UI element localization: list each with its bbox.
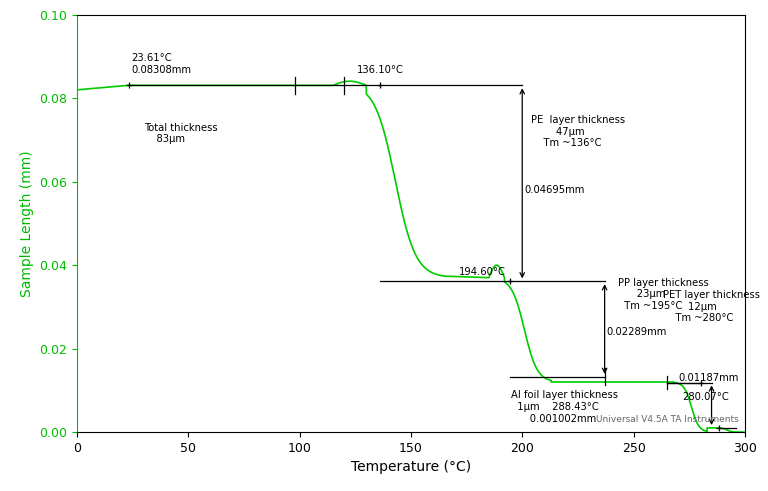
Y-axis label: Sample Length (mm): Sample Length (mm) xyxy=(19,150,34,297)
Text: 194.60°C: 194.60°C xyxy=(459,267,506,277)
Text: PP layer thickness
      23μm
  Tm ~195°C: PP layer thickness 23μm Tm ~195°C xyxy=(618,278,709,311)
Text: 0.02289mm: 0.02289mm xyxy=(607,327,667,337)
X-axis label: Temperature (°C): Temperature (°C) xyxy=(351,461,471,474)
Text: 23.61°C
0.08308mm: 23.61°C 0.08308mm xyxy=(131,54,191,75)
Text: PET layer thickness
        12μm
    Tm ~280°C: PET layer thickness 12μm Tm ~280°C xyxy=(663,290,760,324)
Text: 280.07°C: 280.07°C xyxy=(683,392,730,402)
Text: Al foil layer thickness
  1μm    288.43°C
      0.001002mm: Al foil layer thickness 1μm 288.43°C 0.0… xyxy=(511,390,618,424)
Text: PE  layer thickness
        47μm
    Tm ~136°C: PE layer thickness 47μm Tm ~136°C xyxy=(531,115,625,148)
Text: 0.01187mm: 0.01187mm xyxy=(678,373,739,383)
Text: Total thickness
    83μm: Total thickness 83μm xyxy=(144,123,217,144)
Text: Universal V4.5A TA Instruments: Universal V4.5A TA Instruments xyxy=(595,415,738,424)
Text: 136.10°C: 136.10°C xyxy=(356,65,403,75)
Text: 0.04695mm: 0.04695mm xyxy=(525,185,585,195)
